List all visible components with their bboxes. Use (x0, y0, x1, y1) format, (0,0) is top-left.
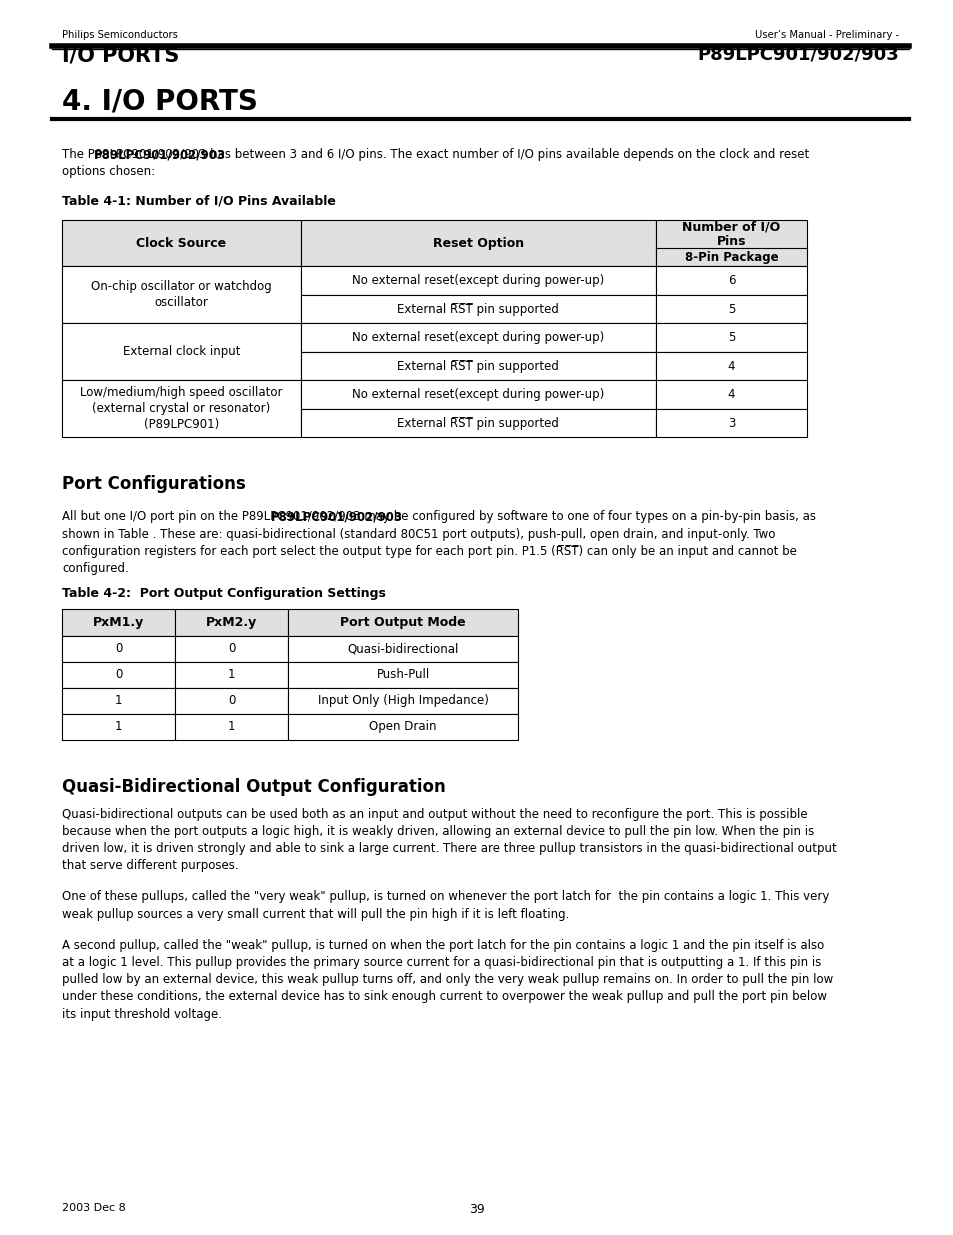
Bar (300, 324, 656, 352)
Bar (300, 352, 656, 380)
Bar (288, 609, 517, 636)
Text: 6: 6 (727, 274, 735, 288)
Text: configuration registers for each port select the output type for each port pin. : configuration registers for each port se… (62, 545, 796, 558)
Text: 4: 4 (727, 388, 735, 401)
Text: configured.: configured. (62, 562, 129, 576)
Text: External clock input: External clock input (122, 346, 240, 358)
Text: A second pullup, called the "weak" pullup, is turned on when the port latch for : A second pullup, called the "weak" pullu… (62, 939, 823, 952)
Bar (174, 609, 288, 636)
Text: 0: 0 (114, 668, 122, 680)
Text: No external reset(except during power-up): No external reset(except during power-up… (352, 388, 604, 401)
Text: External R̅S̅T̅ pin supported: External R̅S̅T̅ pin supported (397, 303, 558, 316)
Text: 0: 0 (114, 642, 122, 655)
Text: 1: 1 (228, 668, 235, 680)
Text: User’s Manual - Preliminary -: User’s Manual - Preliminary - (754, 30, 898, 40)
Text: 2003 Dec 8: 2003 Dec 8 (62, 1203, 126, 1213)
Bar (174, 662, 288, 688)
Text: Quasi-bidirectional: Quasi-bidirectional (347, 642, 458, 655)
Text: External R̅S̅T̅ pin supported: External R̅S̅T̅ pin supported (397, 416, 558, 430)
Text: On-chip oscillator or watchdog
oscillator: On-chip oscillator or watchdog oscillato… (91, 280, 272, 310)
Text: Port Output Mode: Port Output Mode (340, 616, 465, 629)
Text: PxM2.y: PxM2.y (206, 616, 257, 629)
Text: Table 4-1: Number of I/O Pins Available: Table 4-1: Number of I/O Pins Available (62, 194, 335, 207)
Text: 4. I/O PORTS: 4. I/O PORTS (62, 88, 257, 116)
Text: Philips Semiconductors: Philips Semiconductors (62, 30, 177, 40)
Text: weak pullup sources a very small current that will pull the pin high if it is le: weak pullup sources a very small current… (62, 908, 569, 920)
Bar (62, 220, 300, 267)
Text: Quasi-bidirectional outputs can be used both as an input and output without the : Quasi-bidirectional outputs can be used … (62, 808, 807, 820)
Text: 3: 3 (727, 416, 735, 430)
Text: Push-Pull: Push-Pull (376, 668, 429, 680)
Bar (174, 688, 288, 714)
Text: 1: 1 (114, 694, 122, 708)
Text: 0: 0 (228, 694, 235, 708)
Text: Port Configurations: Port Configurations (62, 475, 246, 494)
Bar (288, 662, 517, 688)
Text: Low/medium/high speed oscillator
(external crystal or resonator)
(P89LPC901): Low/medium/high speed oscillator (extern… (80, 387, 282, 431)
Bar (300, 220, 656, 267)
Bar (656, 220, 806, 267)
Bar (62, 688, 174, 714)
Text: at a logic 1 level. This pullup provides the primary source current for a quasi-: at a logic 1 level. This pullup provides… (62, 956, 821, 969)
Text: 39: 39 (469, 1203, 484, 1216)
Text: Table 4-2:  Port Output Configuration Settings: Table 4-2: Port Output Configuration Set… (62, 587, 385, 600)
Text: All but one I/O port pin on the P89LPC901/902/903 may be configured by software : All but one I/O port pin on the P89LPC90… (62, 510, 815, 524)
Bar (300, 380, 656, 409)
Bar (174, 636, 288, 662)
Text: its input threshold voltage.: its input threshold voltage. (62, 1008, 222, 1020)
Text: pulled low by an external device, this weak pullup turns off, and only the very : pulled low by an external device, this w… (62, 973, 832, 986)
Bar (300, 295, 656, 324)
Text: External R̅S̅T̅ pin supported: External R̅S̅T̅ pin supported (397, 359, 558, 373)
Text: driven low, it is driven strongly and able to sink a large current. There are th: driven low, it is driven strongly and ab… (62, 842, 836, 855)
Text: P89LPC901/902/903: P89LPC901/902/903 (271, 510, 402, 524)
Text: Input Only (High Impedance): Input Only (High Impedance) (317, 694, 488, 708)
Bar (656, 295, 806, 324)
Text: P89LPC901/902/903: P89LPC901/902/903 (697, 46, 898, 63)
Text: 5: 5 (727, 331, 735, 345)
Bar (288, 636, 517, 662)
Text: PxM1.y: PxM1.y (92, 616, 144, 629)
Bar (656, 324, 806, 352)
Bar (62, 662, 174, 688)
Bar (656, 352, 806, 380)
Bar (656, 380, 806, 409)
Text: One of these pullups, called the "very weak" pullup, is turned on whenever the p: One of these pullups, called the "very w… (62, 890, 828, 903)
Text: I/O PORTS: I/O PORTS (62, 46, 179, 65)
Text: 1: 1 (228, 720, 235, 734)
Text: options chosen:: options chosen: (62, 165, 155, 178)
Bar (288, 714, 517, 740)
Bar (300, 409, 656, 437)
Bar (62, 267, 300, 324)
Bar (656, 267, 806, 295)
Text: Open Drain: Open Drain (369, 720, 436, 734)
Text: The P89LPC901/902/903 has between 3 and 6 I/O pins. The exact number of I/O pins: The P89LPC901/902/903 has between 3 and … (62, 148, 808, 161)
Text: shown in Table . These are: quasi-bidirectional (standard 80C51 port outputs), p: shown in Table . These are: quasi-bidire… (62, 527, 775, 541)
Bar (62, 714, 174, 740)
Text: Clock Source: Clock Source (136, 237, 226, 249)
Text: that serve different purposes.: that serve different purposes. (62, 860, 238, 872)
Text: No external reset(except during power-up): No external reset(except during power-up… (352, 274, 604, 288)
Bar (62, 636, 174, 662)
Bar (62, 609, 174, 636)
Text: 8-Pin Package: 8-Pin Package (684, 251, 778, 264)
Text: 0: 0 (228, 642, 235, 655)
Text: 4: 4 (727, 359, 735, 373)
Bar (62, 324, 300, 380)
Text: because when the port outputs a logic high, it is weakly driven, allowing an ext: because when the port outputs a logic hi… (62, 825, 814, 837)
Text: Quasi-Bidirectional Output Configuration: Quasi-Bidirectional Output Configuration (62, 778, 445, 795)
Bar (656, 409, 806, 437)
Text: No external reset(except during power-up): No external reset(except during power-up… (352, 331, 604, 345)
Text: Reset Option: Reset Option (433, 237, 523, 249)
Bar (288, 688, 517, 714)
Text: under these conditions, the external device has to sink enough current to overpo: under these conditions, the external dev… (62, 990, 826, 1003)
Bar (62, 380, 300, 437)
Text: 5: 5 (727, 303, 735, 316)
Text: Number of I/O
Pins: Number of I/O Pins (681, 220, 780, 248)
Text: 1: 1 (114, 720, 122, 734)
Bar (174, 714, 288, 740)
Bar (300, 267, 656, 295)
Text: P89LPC901/902/903: P89LPC901/902/903 (93, 148, 225, 161)
